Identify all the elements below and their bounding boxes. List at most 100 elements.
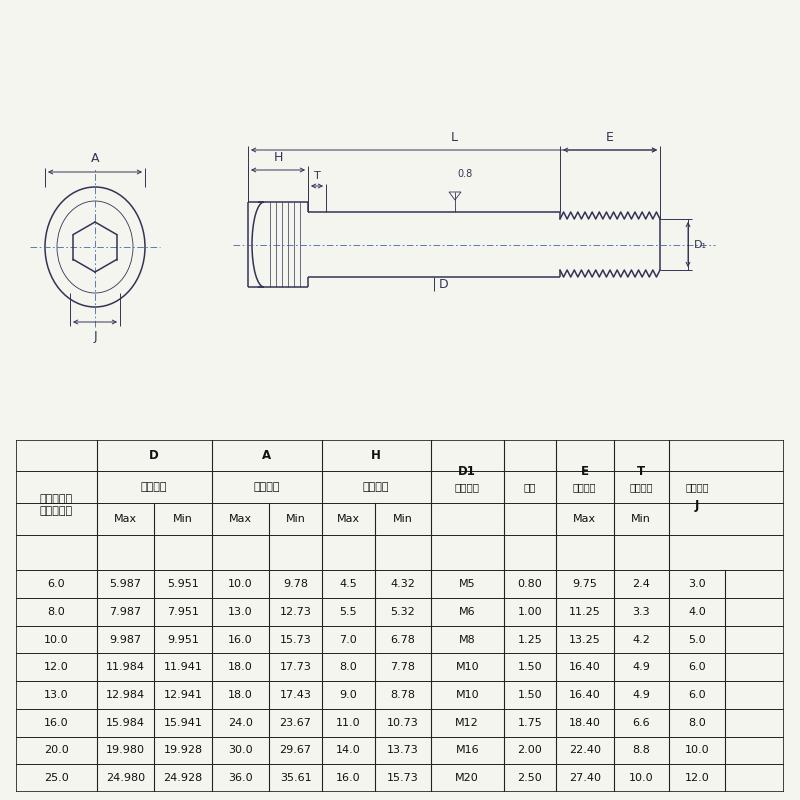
Text: 2.4: 2.4 [632, 579, 650, 589]
Text: 16.40: 16.40 [569, 662, 601, 672]
Text: H: H [371, 449, 381, 462]
Text: Min: Min [286, 514, 306, 524]
Text: 9.987: 9.987 [110, 634, 142, 645]
Text: 5.987: 5.987 [110, 579, 142, 589]
Text: 0.8: 0.8 [457, 169, 472, 179]
Text: 8.0: 8.0 [339, 662, 357, 672]
Text: 9.951: 9.951 [167, 634, 199, 645]
Text: 六角对边: 六角对边 [685, 482, 709, 492]
Text: 6.0: 6.0 [688, 690, 706, 700]
Text: 1.50: 1.50 [518, 662, 542, 672]
Text: 22.40: 22.40 [569, 746, 601, 755]
Text: 13.0: 13.0 [228, 607, 253, 617]
Text: J: J [694, 498, 699, 512]
Text: 29.67: 29.67 [279, 746, 311, 755]
Text: 6.0: 6.0 [688, 662, 706, 672]
Text: 15.984: 15.984 [106, 718, 145, 728]
Text: T: T [314, 171, 320, 181]
Text: 10.0: 10.0 [629, 773, 654, 783]
Text: M10: M10 [455, 662, 479, 672]
Text: 8.8: 8.8 [632, 746, 650, 755]
Text: 17.43: 17.43 [280, 690, 311, 700]
Text: 0.80: 0.80 [518, 579, 542, 589]
Text: M16: M16 [455, 746, 479, 755]
Text: 13.73: 13.73 [387, 746, 418, 755]
Text: 7.951: 7.951 [167, 607, 199, 617]
Text: 18.0: 18.0 [228, 690, 253, 700]
Text: 4.0: 4.0 [688, 607, 706, 617]
Text: 12.941: 12.941 [163, 690, 202, 700]
Text: 25.0: 25.0 [44, 773, 69, 783]
Text: Min: Min [173, 514, 193, 524]
Text: M20: M20 [455, 773, 479, 783]
Text: 螺纹长度: 螺纹长度 [573, 482, 597, 492]
Text: 头部直径: 头部直径 [254, 482, 280, 492]
Text: 10.73: 10.73 [387, 718, 418, 728]
Text: 15.73: 15.73 [280, 634, 311, 645]
Text: L: L [450, 131, 458, 144]
Text: 13.0: 13.0 [44, 690, 69, 700]
Text: Max: Max [229, 514, 252, 524]
Text: A: A [262, 449, 271, 462]
Text: 20.0: 20.0 [44, 746, 69, 755]
Text: 4.5: 4.5 [339, 579, 357, 589]
Text: 10.0: 10.0 [228, 579, 253, 589]
Text: 11.941: 11.941 [164, 662, 202, 672]
Text: M10: M10 [455, 690, 479, 700]
Text: 12.73: 12.73 [280, 607, 311, 617]
Text: D₁: D₁ [694, 239, 707, 250]
Text: 6.0: 6.0 [47, 579, 65, 589]
Text: 5.0: 5.0 [688, 634, 706, 645]
Text: Min: Min [393, 514, 413, 524]
Text: 5.5: 5.5 [339, 607, 357, 617]
Text: 16.0: 16.0 [228, 634, 253, 645]
Text: 11.25: 11.25 [569, 607, 601, 617]
Text: 9.0: 9.0 [339, 690, 357, 700]
Text: 11.984: 11.984 [106, 662, 145, 672]
Text: 16.0: 16.0 [336, 773, 361, 783]
Text: 1.00: 1.00 [518, 607, 542, 617]
Text: 头部厚度: 头部厚度 [363, 482, 390, 492]
Text: 9.78: 9.78 [283, 579, 308, 589]
Text: 1.75: 1.75 [518, 718, 542, 728]
Text: 1.50: 1.50 [518, 690, 542, 700]
Text: 4.9: 4.9 [632, 662, 650, 672]
Text: 30.0: 30.0 [228, 746, 253, 755]
Text: 1.25: 1.25 [518, 634, 542, 645]
Text: 10.0: 10.0 [685, 746, 709, 755]
Text: 8.78: 8.78 [390, 690, 415, 700]
Text: 9.75: 9.75 [572, 579, 597, 589]
Text: 8.0: 8.0 [47, 607, 65, 617]
Text: 5.951: 5.951 [167, 579, 199, 589]
Text: 光杆直径: 光杆直径 [141, 482, 167, 492]
Text: 15.941: 15.941 [164, 718, 202, 728]
Text: M6: M6 [459, 607, 475, 617]
Text: 10.0: 10.0 [44, 634, 69, 645]
Text: 12.0: 12.0 [44, 662, 69, 672]
Text: 基本的肩直
径公称尺寸: 基本的肩直 径公称尺寸 [40, 494, 73, 516]
Text: 23.67: 23.67 [280, 718, 311, 728]
Text: Max: Max [114, 514, 137, 524]
Text: D: D [439, 278, 449, 291]
Text: 7.78: 7.78 [390, 662, 415, 672]
Text: 15.73: 15.73 [387, 773, 418, 783]
Text: Max: Max [573, 514, 596, 524]
Text: 4.9: 4.9 [632, 690, 650, 700]
Text: 27.40: 27.40 [569, 773, 601, 783]
Text: 4.2: 4.2 [632, 634, 650, 645]
Text: 六角深度: 六角深度 [630, 482, 653, 492]
Text: H: H [274, 151, 282, 164]
Text: 6.6: 6.6 [632, 718, 650, 728]
Text: 16.40: 16.40 [569, 690, 601, 700]
Text: A: A [90, 152, 99, 165]
Text: 18.40: 18.40 [569, 718, 601, 728]
Text: 24.928: 24.928 [163, 773, 202, 783]
Text: J: J [93, 330, 97, 343]
Text: 24.0: 24.0 [228, 718, 253, 728]
Text: 12.984: 12.984 [106, 690, 145, 700]
Text: 18.0: 18.0 [228, 662, 253, 672]
Text: 12.0: 12.0 [685, 773, 710, 783]
Text: Max: Max [337, 514, 360, 524]
Text: 3.0: 3.0 [688, 579, 706, 589]
Text: 8.0: 8.0 [688, 718, 706, 728]
